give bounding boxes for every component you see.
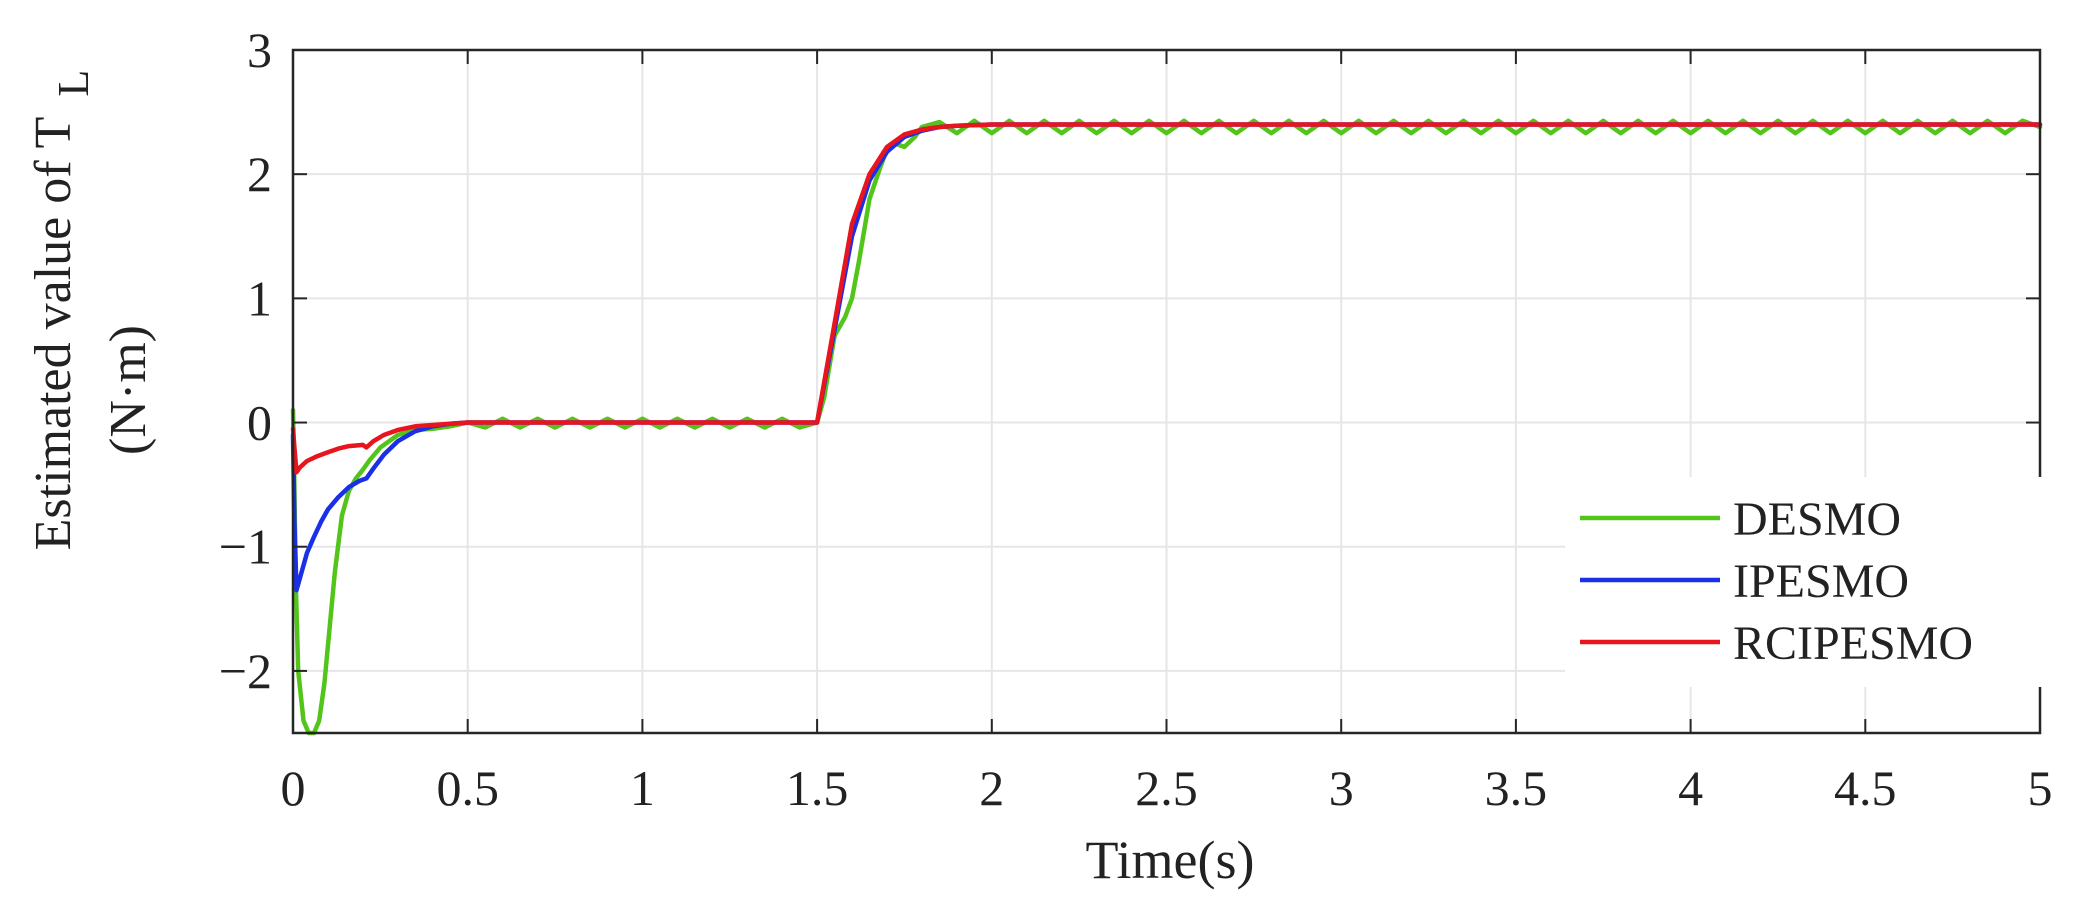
y-tick-label: −1 xyxy=(219,519,272,575)
x-tick-label: 3.5 xyxy=(1485,760,1548,816)
legend-label-rcipesmo: RCIPESMO xyxy=(1733,617,1973,670)
x-axis-label: Time(s) xyxy=(1085,830,1254,890)
y-tick-label: 3 xyxy=(247,22,272,78)
y-axis-label-subscript: L xyxy=(49,70,98,97)
x-tick-label: 5 xyxy=(2028,760,2053,816)
x-tick-label: 2.5 xyxy=(1135,760,1198,816)
x-tick-label: 1.5 xyxy=(786,760,849,816)
y-axis-unit: (N·m) xyxy=(100,325,157,455)
x-tick-label: 0.5 xyxy=(436,760,499,816)
plot-area xyxy=(290,118,2043,736)
svg-text:Estimated value of T L: Estimated value of T L xyxy=(25,70,98,551)
legend: DESMO IPESMO RCIPESMO xyxy=(1565,477,2045,687)
x-tick-label: 4 xyxy=(1678,760,1703,816)
y-tick-labels: −2 −1 0 1 2 3 xyxy=(219,22,272,699)
y-axis-label: Estimated value of T L xyxy=(25,70,98,551)
x-tick-label: 0 xyxy=(281,760,306,816)
x-tick-label: 1 xyxy=(630,760,655,816)
x-tick-label: 4.5 xyxy=(1834,760,1897,816)
legend-label-desmo: DESMO xyxy=(1733,493,1901,546)
y-tick-label: 2 xyxy=(247,146,272,202)
y-tick-label: −2 xyxy=(219,643,272,699)
y-axis-label-main: Estimated value of T xyxy=(25,117,82,550)
x-tick-label: 2 xyxy=(979,760,1004,816)
y-tick-label: 0 xyxy=(247,395,272,451)
x-tick-label: 3 xyxy=(1329,760,1354,816)
x-tick-labels: 0 0.5 1 1.5 2 2.5 3 3.5 4 4.5 5 xyxy=(281,760,2053,816)
series-line-desmo xyxy=(290,118,2043,736)
legend-label-ipesmo: IPESMO xyxy=(1733,555,1909,608)
y-tick-label: 1 xyxy=(247,270,272,326)
y-axis-unit-label: (N·m) xyxy=(100,325,157,455)
series-line-rcipesmo xyxy=(290,122,2043,475)
